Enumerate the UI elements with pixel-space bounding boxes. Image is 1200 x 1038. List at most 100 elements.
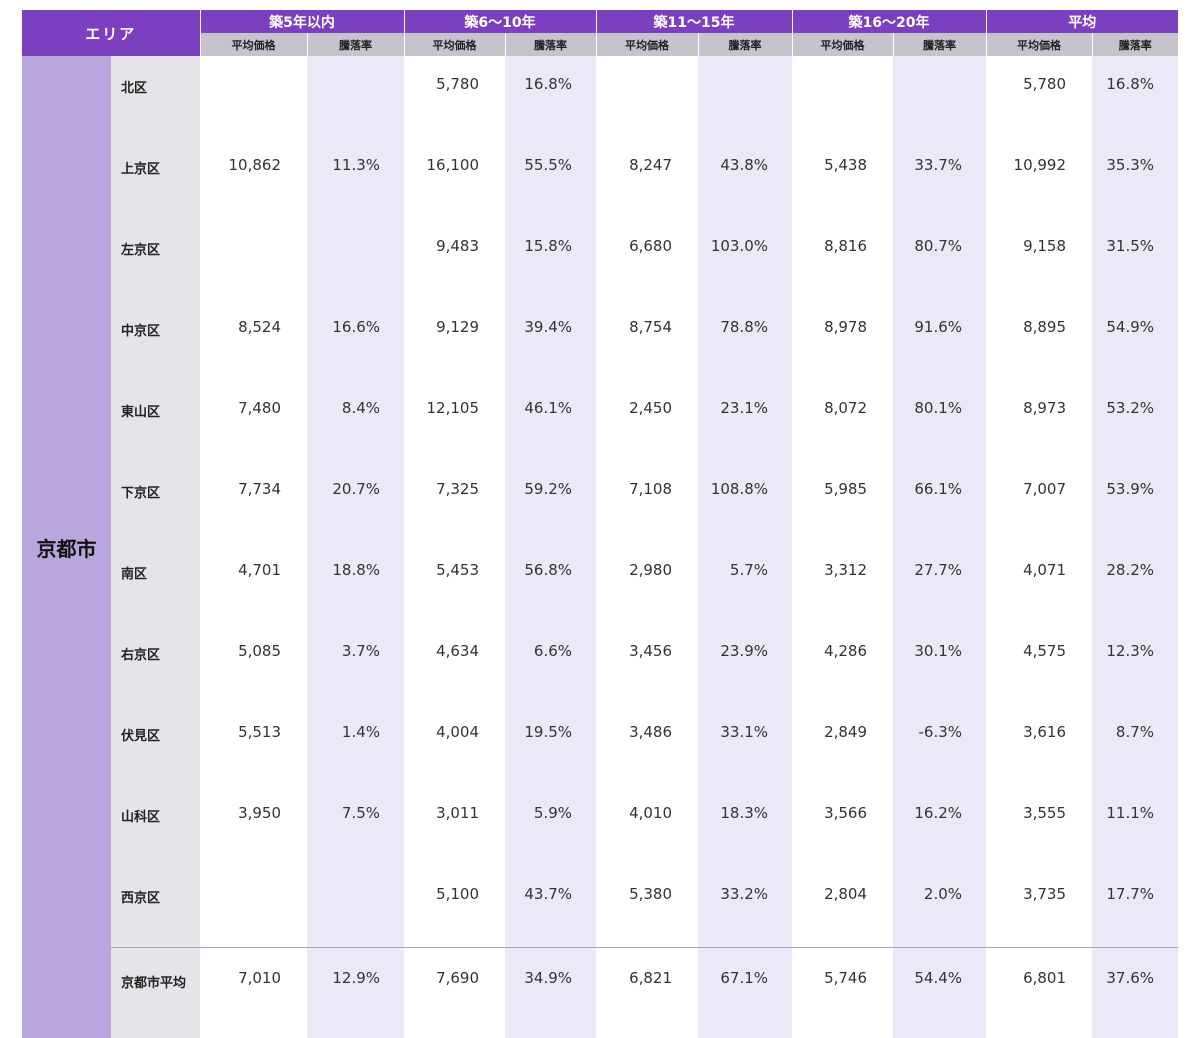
rate-cell: 35.3% (1092, 137, 1178, 218)
rate-cell: 55.5% (505, 137, 596, 218)
rate-cell: 23.9% (698, 623, 792, 704)
rate-cell: 43.7% (505, 866, 596, 948)
rate-cell: 5.7% (698, 542, 792, 623)
rate-cell: 27.7% (893, 542, 986, 623)
price-cell: 9,129 (404, 299, 505, 380)
rate-cell: 54.4% (893, 948, 986, 1038)
subheader-price: 平均価格 (792, 33, 893, 56)
price-cell: 3,616 (986, 704, 1092, 785)
price-cell: 7,007 (986, 461, 1092, 542)
ward-label: 中京区 (111, 299, 200, 380)
rate-cell: 53.2% (1092, 380, 1178, 461)
subheader-price: 平均価格 (200, 33, 307, 56)
rate-cell: 11.3% (307, 137, 404, 218)
rate-cell: 30.1% (893, 623, 986, 704)
price-cell: 3,566 (792, 785, 893, 866)
subheader-rate: 騰落率 (307, 33, 404, 56)
rate-cell: 12.9% (307, 948, 404, 1038)
rate-cell: 80.1% (893, 380, 986, 461)
price-cell: 8,072 (792, 380, 893, 461)
price-cell: 10,992 (986, 137, 1092, 218)
subheader-rate: 騰落率 (893, 33, 986, 56)
ward-label: 右京区 (111, 623, 200, 704)
price-cell: 5,513 (200, 704, 307, 785)
rate-cell: 33.7% (893, 137, 986, 218)
subheader-price: 平均価格 (404, 33, 505, 56)
price-cell: 3,312 (792, 542, 893, 623)
rate-cell: 7.5% (307, 785, 404, 866)
price-cell: 7,480 (200, 380, 307, 461)
ward-label: 西京区 (111, 866, 200, 948)
price-cell: 7,325 (404, 461, 505, 542)
price-cell: 5,985 (792, 461, 893, 542)
price-cell: 4,010 (596, 785, 698, 866)
price-cell: 3,555 (986, 785, 1092, 866)
price-cell: 2,450 (596, 380, 698, 461)
rate-cell: 46.1% (505, 380, 596, 461)
rate-cell: 2.0% (893, 866, 986, 948)
price-cell: 7,108 (596, 461, 698, 542)
ward-label: 東山区 (111, 380, 200, 461)
subheader-rate: 騰落率 (698, 33, 792, 56)
rate-cell: 3.7% (307, 623, 404, 704)
rate-cell: 6.6% (505, 623, 596, 704)
price-cell: 7,690 (404, 948, 505, 1038)
price-cell: 8,754 (596, 299, 698, 380)
price-cell: 3,011 (404, 785, 505, 866)
price-cell: 16,100 (404, 137, 505, 218)
rate-cell: 67.1% (698, 948, 792, 1038)
rate-cell: 17.7% (1092, 866, 1178, 948)
price-cell: 5,438 (792, 137, 893, 218)
group-header-average: 平均 (986, 10, 1178, 33)
rate-cell: 37.6% (1092, 948, 1178, 1038)
subheader-rate: 騰落率 (1092, 33, 1178, 56)
rate-cell: 16.8% (1092, 56, 1178, 137)
price-cell: 4,701 (200, 542, 307, 623)
ward-label: 山科区 (111, 785, 200, 866)
city-label: 京都市 (22, 56, 111, 1038)
price-cell: 2,849 (792, 704, 893, 785)
subheader-price: 平均価格 (596, 33, 698, 56)
area-header: エリア (22, 10, 200, 56)
price-cell: 8,895 (986, 299, 1092, 380)
rate-cell: 11.1% (1092, 785, 1178, 866)
rate-cell: 78.8% (698, 299, 792, 380)
price-cell: 8,247 (596, 137, 698, 218)
price-cell: 2,980 (596, 542, 698, 623)
ward-label: 南区 (111, 542, 200, 623)
rate-cell: 33.1% (698, 704, 792, 785)
price-cell: 12,105 (404, 380, 505, 461)
price-cell: 9,483 (404, 218, 505, 299)
price-cell (200, 866, 307, 948)
rate-cell: 18.3% (698, 785, 792, 866)
ward-label: 上京区 (111, 137, 200, 218)
price-cell: 5,380 (596, 866, 698, 948)
ward-label: 左京区 (111, 218, 200, 299)
rate-cell: 80.7% (893, 218, 986, 299)
price-cell: 8,973 (986, 380, 1092, 461)
rate-cell: 108.8% (698, 461, 792, 542)
group-header-6-10-years: 築6～10年 (404, 10, 596, 33)
price-cell: 4,634 (404, 623, 505, 704)
rate-cell (307, 866, 404, 948)
rate-cell: 5.9% (505, 785, 596, 866)
price-cell (200, 56, 307, 137)
price-cell: 7,734 (200, 461, 307, 542)
rate-cell: 12.3% (1092, 623, 1178, 704)
rate-cell: 20.7% (307, 461, 404, 542)
price-cell: 4,071 (986, 542, 1092, 623)
rate-cell: 43.8% (698, 137, 792, 218)
rate-cell: 28.2% (1092, 542, 1178, 623)
rate-cell (307, 218, 404, 299)
rate-cell: 66.1% (893, 461, 986, 542)
rate-cell: 34.9% (505, 948, 596, 1038)
price-cell: 5,085 (200, 623, 307, 704)
price-cell: 8,978 (792, 299, 893, 380)
group-header-within-5-years: 築5年以内 (200, 10, 404, 33)
